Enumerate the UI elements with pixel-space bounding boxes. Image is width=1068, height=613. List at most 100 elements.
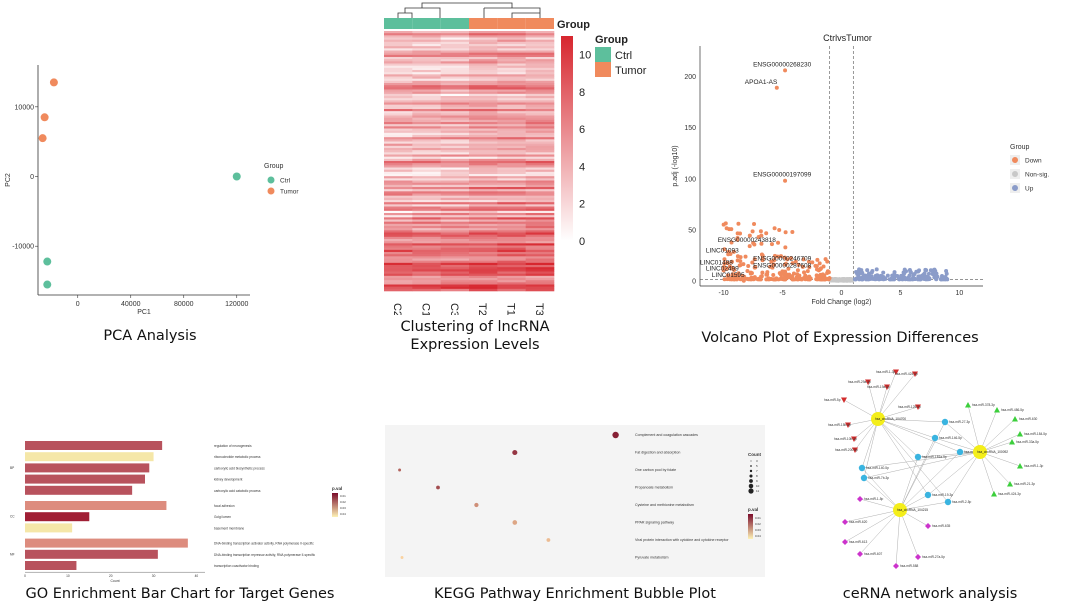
heatmap-cell [440, 96, 470, 99]
volcano-gene-label: LINC01093 [706, 247, 739, 254]
heatmap-cell [469, 80, 498, 84]
volcano-point-down [821, 264, 826, 269]
go-bar [25, 441, 163, 450]
cerna-mirna-node [845, 422, 851, 428]
heatmap-cell [440, 50, 470, 53]
kegg-colorbar [748, 514, 753, 539]
heatmap-cell [497, 278, 526, 281]
heatmap-cell [384, 65, 413, 69]
heatmap-cell [469, 239, 498, 242]
heatmap-cell [469, 271, 498, 274]
cerna-mirna-node [1007, 481, 1013, 487]
heatmap-cell [497, 156, 526, 160]
heatmap-cell [497, 48, 526, 51]
heatmap-cell [384, 74, 413, 77]
heatmap-cell [384, 111, 413, 114]
heatmap-cell [440, 139, 470, 142]
volcano-point-down [771, 262, 776, 267]
heatmap-cell [384, 39, 413, 43]
heatmap-cell [497, 254, 526, 257]
kegg-bubble [512, 520, 518, 525]
heatmap-cell [497, 260, 526, 264]
heatmap-cell [384, 54, 413, 58]
heatmap-cell [497, 109, 526, 112]
heatmap-cell [497, 80, 526, 84]
cerna-edge [877, 418, 961, 453]
heatmap-cell [440, 197, 470, 201]
heatmap-cell [440, 109, 470, 112]
pca-point-ctrl [43, 280, 52, 289]
heatmap-cell [440, 269, 470, 272]
go-x-tick-label: 10 [66, 574, 70, 578]
go-x-tick-label: 40 [195, 574, 199, 578]
heatmap-cell [469, 187, 498, 190]
volcano-point-up [882, 276, 887, 281]
heatmap-cell [412, 80, 441, 84]
volcano-point-down [787, 272, 792, 277]
heatmap-cell [412, 111, 441, 114]
go-facet-label: MF [10, 552, 15, 556]
pca-legend-label: Tumor [280, 189, 299, 196]
heatmap-cell [384, 223, 413, 227]
pca-legend-swatch [267, 176, 275, 184]
heatmap-cell [469, 150, 498, 153]
cerna-mirna-node [851, 436, 857, 442]
heatmap-cell [412, 217, 441, 220]
heatmap-cell [469, 100, 498, 103]
heatmap-cell [497, 219, 526, 222]
heatmap-cell [469, 260, 498, 264]
heatmap-cell [497, 54, 526, 58]
heatmap-cell [384, 72, 413, 75]
heatmap-cell [497, 83, 526, 86]
heatmap-cell [469, 247, 498, 251]
heatmap-legend-swatch [595, 62, 611, 77]
heatmap-cell [440, 72, 470, 75]
volcano-point-down [760, 253, 765, 258]
heatmap-cell [469, 208, 498, 212]
heatmap-cell [384, 119, 413, 123]
kegg-colorbar-tick: 0.01 [755, 516, 761, 520]
heatmap-cell [412, 247, 441, 251]
volcano-gene-label: ENSG00000243818 [718, 237, 777, 244]
heatmap-cell [497, 87, 526, 90]
heatmap-cell [384, 165, 413, 168]
heatmap-cell [525, 262, 555, 266]
heatmap-cell [525, 37, 555, 40]
heatmap-cell [497, 33, 526, 36]
volcano-point-down [790, 261, 795, 266]
heatmap-cell [497, 284, 526, 287]
heatmap-cell [469, 124, 498, 127]
volcano-point-down [795, 268, 800, 273]
heatmap-cell [469, 158, 498, 162]
heatmap-cell [469, 132, 498, 136]
heatmap-cell [412, 72, 441, 75]
heatmap-cell [412, 154, 441, 157]
volcano-point-up [944, 271, 949, 276]
volcano-point-down [806, 259, 811, 264]
heatmap-cell [525, 109, 555, 112]
volcano-point-down [819, 277, 824, 282]
heatmap-cell [440, 89, 470, 92]
heatmap-cell [497, 213, 526, 216]
heatmap-cell [525, 267, 555, 270]
heatmap-cell [440, 137, 470, 140]
heatmap-cell [384, 130, 413, 134]
heatmap-cell [412, 152, 441, 155]
heatmap-cell [469, 288, 498, 292]
go-bar [25, 512, 90, 522]
heatmap-cell [412, 33, 441, 36]
volcano-point-down [750, 229, 755, 234]
heatmap-cell [412, 184, 441, 188]
heatmap-cell [525, 52, 555, 56]
volcano-point-down [790, 277, 795, 282]
heatmap-cell [384, 232, 413, 235]
volcano-point-up [853, 277, 858, 282]
heatmap-cell [412, 206, 441, 209]
cerna-mirna-label: hsa-miR-21-3p [1014, 482, 1035, 486]
heatmap-cell [497, 74, 526, 77]
volcano-point-down [732, 272, 737, 277]
heatmap-cell [497, 122, 526, 125]
heatmap-cell [469, 35, 498, 38]
volcano-point-down [729, 240, 734, 245]
heatmap-cell [497, 104, 526, 108]
